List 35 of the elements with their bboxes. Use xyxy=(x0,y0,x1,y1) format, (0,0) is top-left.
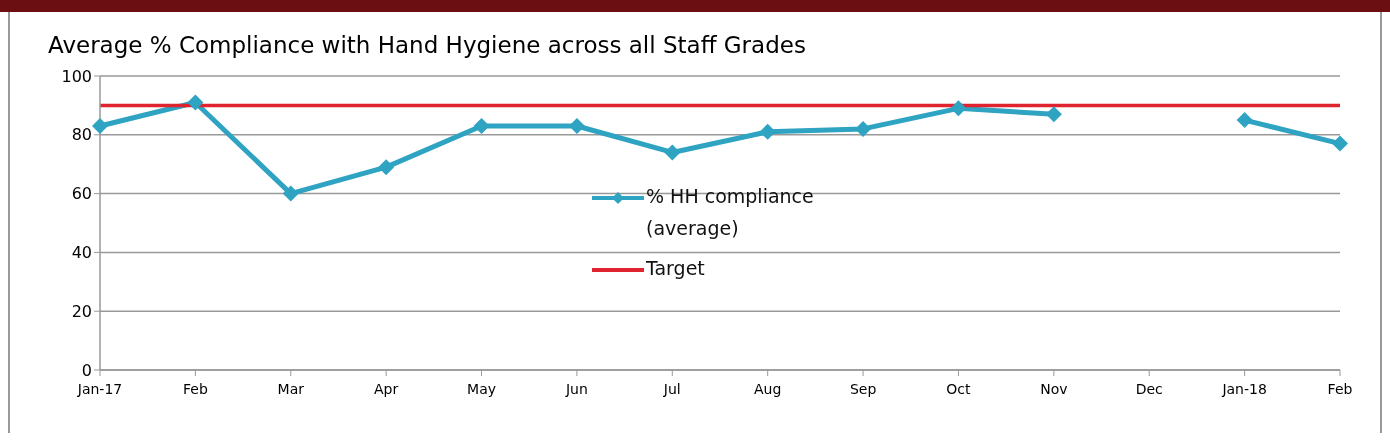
x-tick-label: Sep xyxy=(849,380,877,397)
x-tick-label: May xyxy=(467,380,497,397)
point xyxy=(1332,135,1348,152)
y-tick-label: 40 xyxy=(71,243,92,263)
point xyxy=(855,120,872,137)
x-tick-label: Jan-17 xyxy=(76,380,123,397)
y-tick-label: 0 xyxy=(81,360,92,380)
point xyxy=(473,117,490,134)
x-tick-label: Mar xyxy=(277,380,305,397)
x-tick-label: Jul xyxy=(662,380,681,397)
x-tick-label: Dec xyxy=(1135,380,1163,397)
x-tick-label: Aug xyxy=(754,380,782,397)
point xyxy=(187,94,204,111)
point xyxy=(664,144,681,161)
point xyxy=(92,117,108,134)
point xyxy=(1045,106,1062,123)
x-tick-label: Apr xyxy=(374,380,399,397)
legend-label: Target xyxy=(646,256,706,281)
x-tick-label: Oct xyxy=(946,380,972,397)
point xyxy=(282,185,299,202)
point xyxy=(378,159,395,176)
y-tick-label: 60 xyxy=(71,184,92,204)
y-tick-label: 20 xyxy=(71,301,92,321)
x-tick-label: Jan-18 xyxy=(1221,380,1267,397)
x-tick-label: Nov xyxy=(1040,380,1068,397)
y-tick-label: 80 xyxy=(71,125,92,145)
y-tick-label: 100 xyxy=(61,66,92,86)
x-tick-label: Feb xyxy=(182,380,208,397)
chart-title: Average % Compliance with Hand Hygiene across all Staff Grades xyxy=(48,32,806,58)
point xyxy=(759,123,776,140)
point xyxy=(1236,112,1253,129)
point xyxy=(950,100,967,117)
legend-label: % HH compliance (average) xyxy=(646,184,815,241)
x-tick-label: Jun xyxy=(564,380,588,397)
x-tick-label: Feb xyxy=(1327,380,1353,397)
